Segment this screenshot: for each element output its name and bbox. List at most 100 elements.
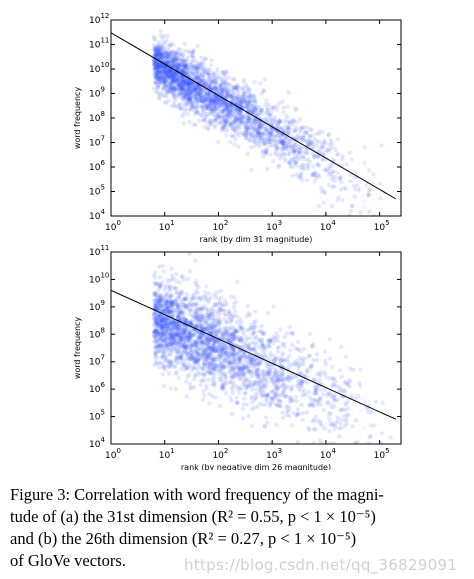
scatter-point [163,70,168,76]
scatter-point [225,111,230,116]
scatter-point [340,154,345,159]
scatter-point [181,59,186,64]
scatter-point [195,91,200,96]
scatter-point [225,103,230,109]
scatter-point [337,434,342,439]
scatter-point [232,96,238,101]
x-tick-label: 102 [212,219,228,233]
scatter-point [156,52,161,58]
scatter-point [175,73,180,79]
scatter-point [332,174,338,179]
scatter-point [202,81,207,87]
scatter-point [167,61,172,66]
scatter-point [234,395,239,400]
scatter-point [222,100,227,105]
scatter-point [164,55,169,60]
scatter-point [309,133,315,138]
scatter-point [172,86,178,92]
scatter-point [184,81,189,86]
scatter-point [212,98,217,103]
scatter-point [211,98,216,103]
scatter-point [261,154,266,159]
scatter-point [264,146,269,151]
scatter-point [214,87,219,92]
scatter-point [187,312,192,317]
scatter-point [299,149,304,155]
scatter-point [252,107,258,113]
scatter-point [154,67,160,72]
scatter-point [296,152,301,157]
scatter-point [193,107,199,113]
scatter-point [201,372,206,377]
scatter-point [212,83,218,89]
scatter-point [171,54,177,59]
scatter-point [252,94,257,99]
scatter-point [163,60,168,65]
scatter-point [204,89,209,94]
scatter-point [190,81,195,86]
scatter-point [252,405,257,410]
scatter-point [244,120,249,125]
scatter-point [159,63,165,68]
scatter-point [208,93,213,99]
scatter-point [207,75,212,80]
scatter-point [237,117,242,122]
scatter-point [255,138,261,143]
scatter-point [156,68,162,74]
scatter-point [274,145,279,151]
scatter-point [184,379,189,384]
scatter-point [190,58,195,64]
scatter-point [271,122,276,128]
scatter-point [288,331,293,336]
scatter-point [190,54,195,59]
scatter-point [161,50,167,55]
scatter-point [152,58,157,64]
scatter-point [218,81,224,86]
scatter-point [335,152,340,157]
scatter-point [194,278,199,284]
scatter-point [164,89,169,95]
scatter-point [329,405,334,410]
scatter-point [339,374,344,380]
scatter-point [207,98,213,104]
scatter-point [259,107,264,113]
scatter-point [152,69,157,74]
scatter-point [302,379,308,384]
scatter-point [230,391,236,396]
scatter-point [171,71,176,76]
scatter-point [229,95,234,100]
scatter-point [288,144,294,150]
scatter-point [354,441,359,444]
scatter-point [163,71,168,76]
scatter-point [258,121,263,126]
scatter-point [158,80,163,85]
y-tick-label: 106 [89,159,105,173]
scatter-point [210,106,215,111]
scatter-point [174,271,179,276]
scatter-point [157,70,163,76]
scatter-point [178,58,184,64]
scatter-point [258,383,263,389]
scatter-point [164,73,169,78]
scatter-point [273,151,278,156]
scatter-point [180,79,186,84]
scatter-point [161,33,166,39]
scatter-point [306,138,312,143]
scatter-point [196,93,202,98]
scatter-point [222,103,227,108]
scatter-point [260,131,265,136]
scatter-point [368,187,373,192]
scatter-point [166,53,171,58]
scatter-point [172,62,178,67]
scatter-point [223,79,228,84]
scatter-point [195,65,201,70]
scatter-point [207,95,213,101]
scatter-point [309,128,314,133]
scatter-point [163,84,169,89]
scatter-point [172,63,177,68]
scatter-point [206,291,211,296]
scatter-point [241,115,247,121]
scatter-point [274,389,279,394]
scatter-point [179,84,184,89]
scatter-point [181,277,186,282]
